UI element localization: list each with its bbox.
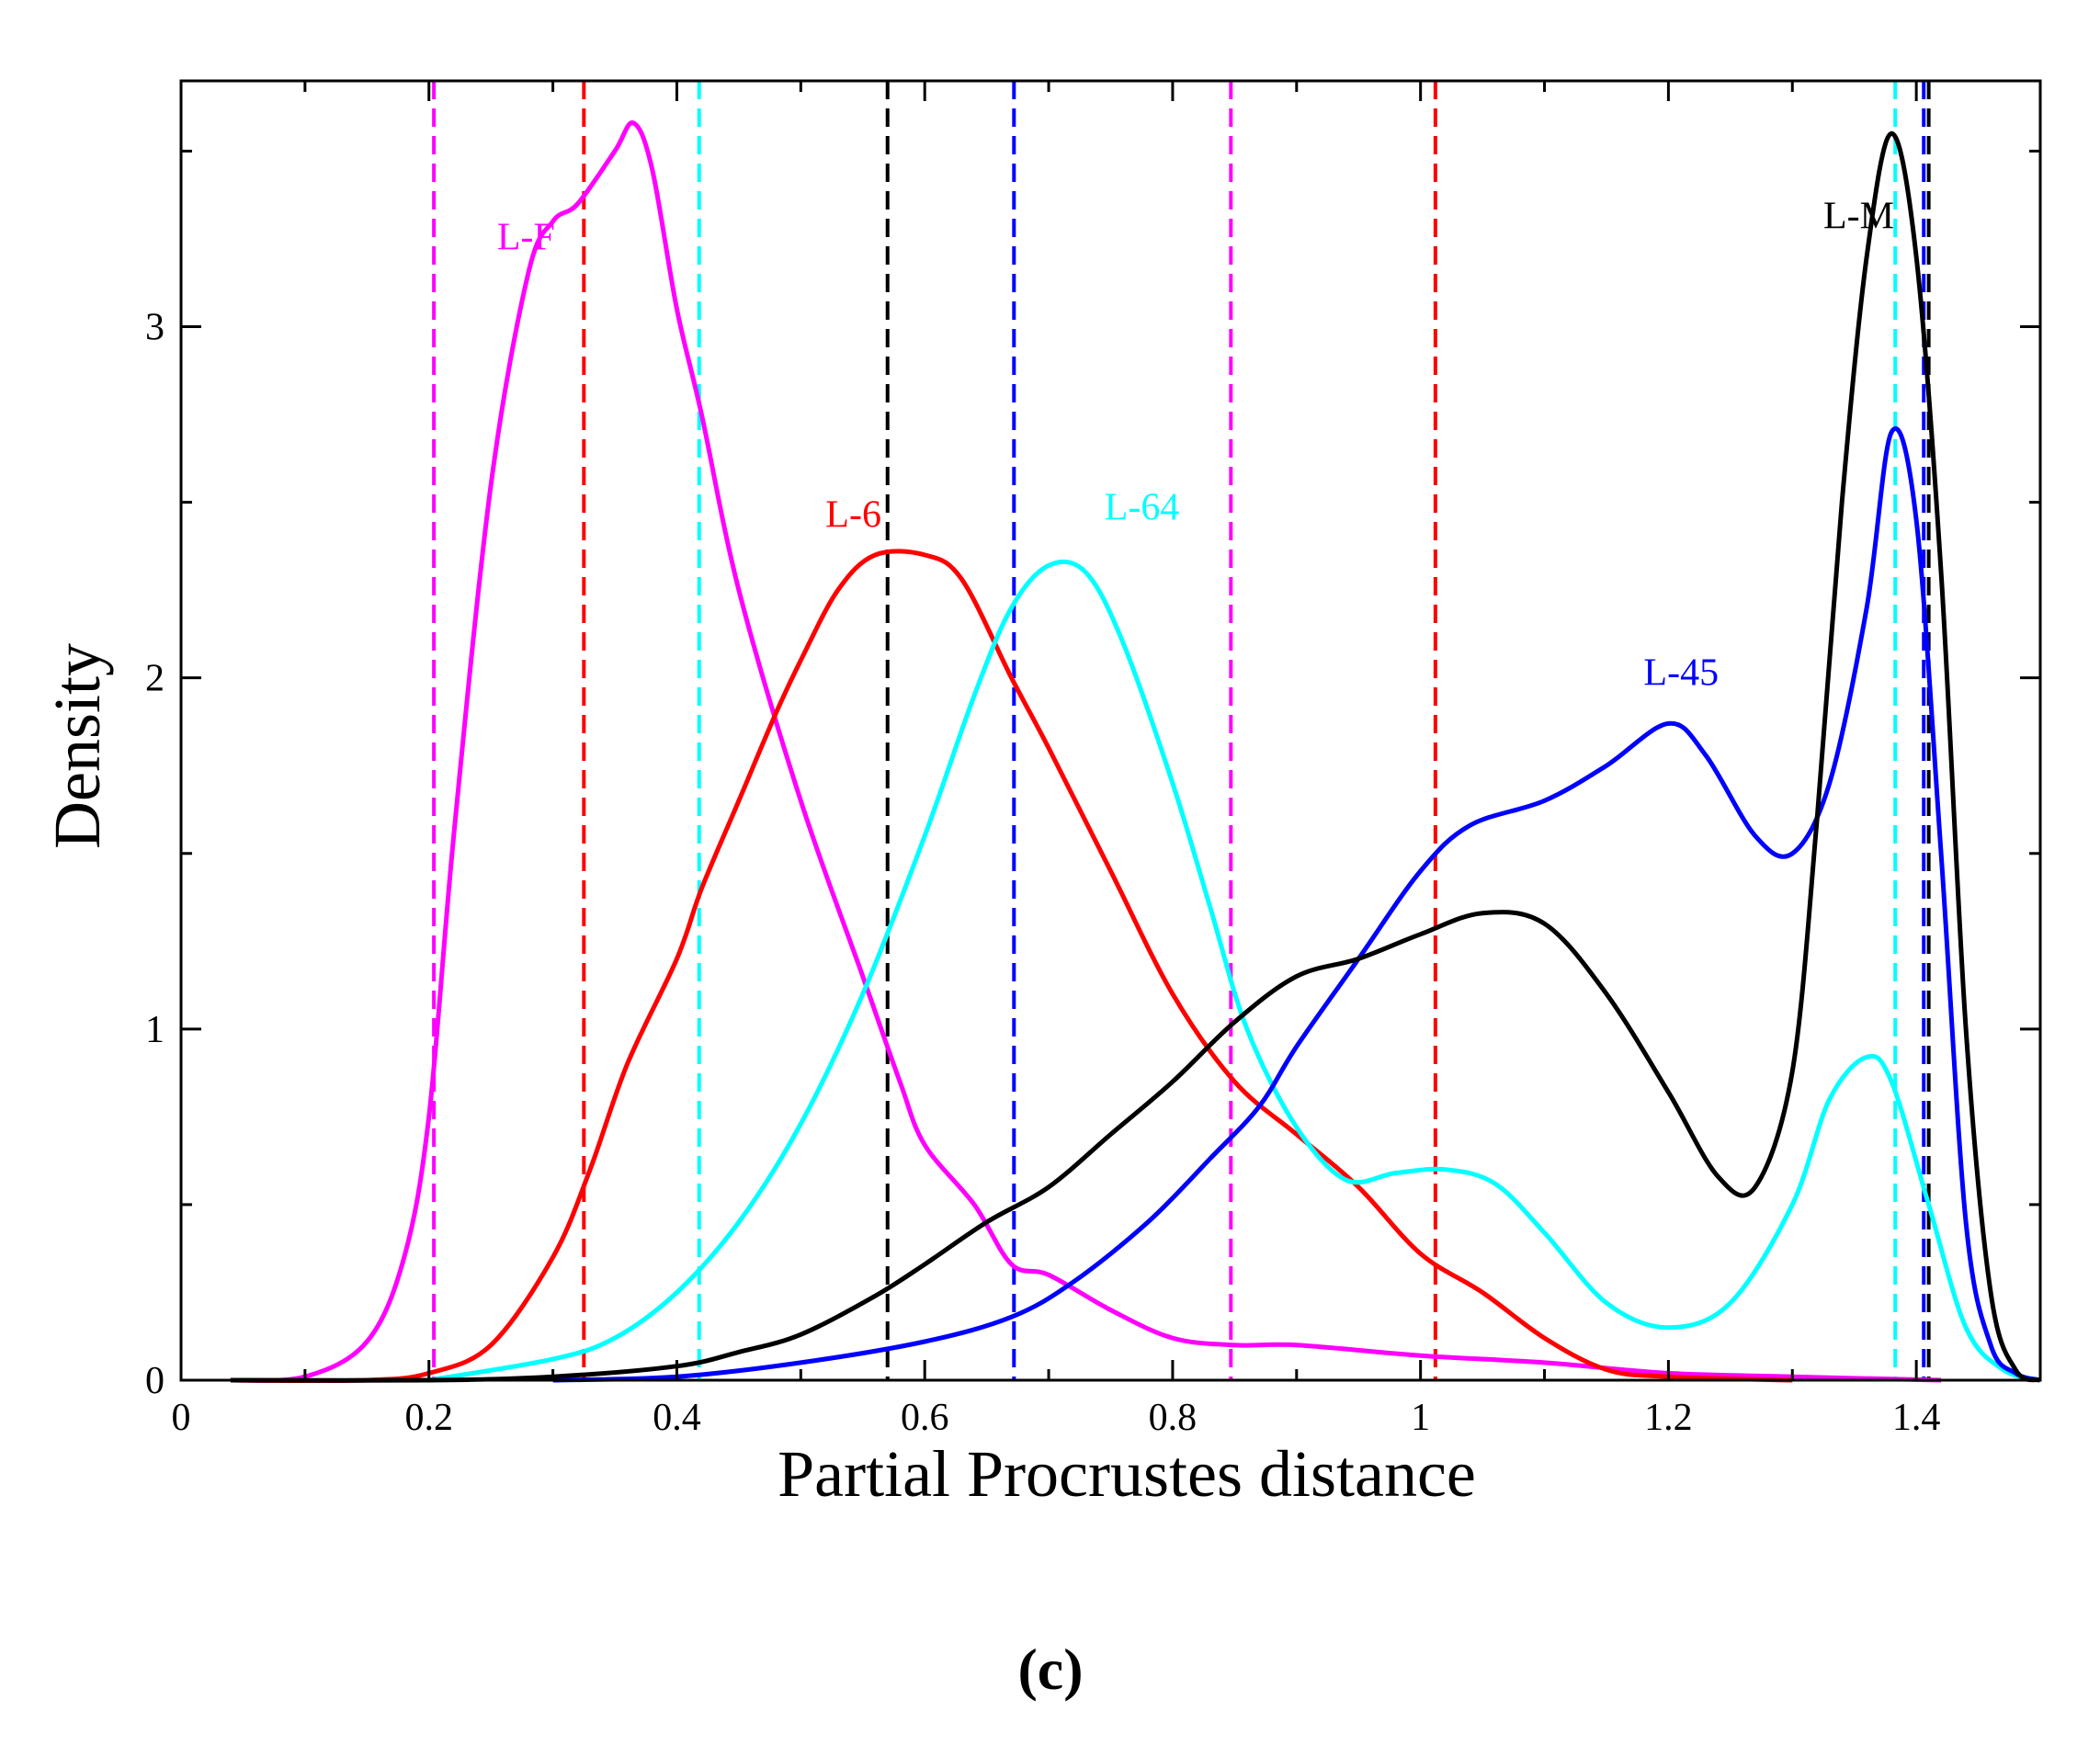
x-tick-label: 0.4 <box>653 1397 701 1439</box>
axis-tick-labels: 0 0.2 0.4 0.6 0.8 1 1.2 1.4 0 1 2 3 <box>145 307 1940 1439</box>
reference-lines <box>432 81 1931 1380</box>
series-labels: L-F L-6 L-64 L-45 L-M <box>497 196 1894 695</box>
series-label-L-64: L-64 <box>1105 487 1180 529</box>
series-label-L-6: L-6 <box>825 493 881 536</box>
series-label-L-M: L-M <box>1823 196 1894 238</box>
y-tick-label: 1 <box>145 1009 165 1051</box>
series-label-L-F: L-F <box>497 216 555 258</box>
x-tick-label: 0.8 <box>1149 1397 1198 1439</box>
series-curve-L-M <box>230 130 2041 1383</box>
y-tick-label: 2 <box>145 658 165 700</box>
axis-ticks <box>179 81 2042 1382</box>
series-curve-L-45 <box>552 425 2041 1383</box>
y-tick-label: 3 <box>145 307 165 349</box>
x-tick-label: 0.6 <box>901 1397 949 1439</box>
y-axis-title: Density <box>40 643 114 849</box>
x-tick-label: 0.2 <box>404 1397 453 1439</box>
x-tick-label: 1 <box>1411 1397 1430 1439</box>
x-tick-label: 1.2 <box>1644 1397 1693 1439</box>
x-tick-label: 0 <box>172 1397 191 1439</box>
series-label-L-45: L-45 <box>1643 652 1719 694</box>
x-axis-title: Partial Procrustes distance <box>778 1437 1476 1511</box>
y-tick-label: 0 <box>145 1360 165 1402</box>
series-curve-L-64 <box>428 559 2041 1383</box>
panel-label: (c) <box>1017 1637 1083 1702</box>
x-tick-label: 1.4 <box>1892 1397 1941 1439</box>
series-curves <box>230 120 2041 1384</box>
series-curve-L-F <box>230 120 1942 1383</box>
series-curve-L-6 <box>230 549 1793 1384</box>
plot-frame <box>179 79 2042 1382</box>
